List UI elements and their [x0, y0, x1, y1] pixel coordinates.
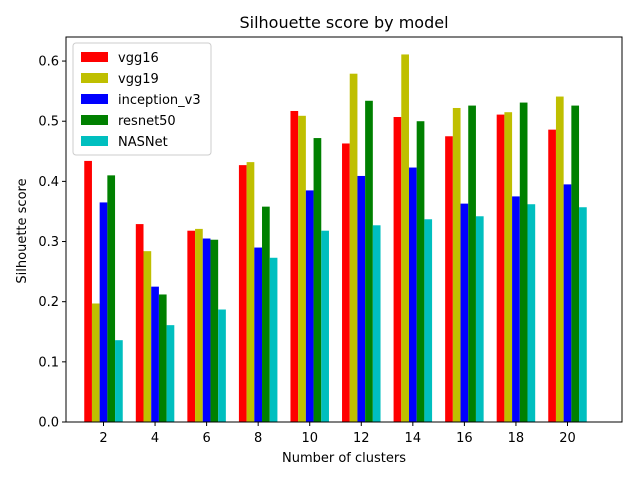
x-tick-label: 12 — [353, 431, 370, 446]
bar-vgg16-2 — [84, 160, 92, 423]
bar-resnet50-6 — [210, 239, 219, 422]
bar-vgg16-20 — [548, 129, 556, 422]
bar-vgg19-16 — [452, 107, 461, 422]
bar-vgg19-14 — [401, 54, 409, 422]
y-tick-label: 0.4 — [38, 175, 59, 190]
legend-label-vgg16: vgg16 — [118, 51, 159, 66]
bar-vgg19-10 — [298, 115, 306, 423]
bar-resnet50-14 — [416, 121, 425, 422]
bar-NASNet-18 — [527, 204, 536, 422]
bar-NASNet-8 — [269, 257, 278, 422]
bar-resnet50-4 — [158, 294, 167, 422]
bar-NASNet-2 — [115, 340, 123, 422]
x-tick-label: 10 — [301, 431, 318, 446]
bar-vgg16-10 — [290, 110, 299, 423]
bar-vgg16-4 — [135, 224, 144, 422]
bar-resnet50-8 — [262, 206, 270, 422]
x-tick-label: 2 — [99, 431, 107, 446]
legend-swatch-NASNet — [81, 136, 108, 146]
y-tick-label: 0.3 — [38, 235, 59, 250]
legend-swatch-vgg19 — [81, 73, 108, 83]
bar-vgg19-18 — [504, 112, 513, 422]
y-tick-label: 0.1 — [38, 355, 59, 370]
legend-label-NASNet: NASNet — [118, 135, 168, 150]
bar-resnet50-16 — [468, 105, 476, 422]
bar-vgg16-18 — [496, 114, 505, 422]
bar-vgg19-6 — [195, 228, 203, 422]
x-axis-label: Number of clusters — [282, 451, 406, 466]
legend-swatch-vgg16 — [81, 52, 108, 62]
bar-vgg16-16 — [445, 136, 453, 422]
y-axis-label: Silhouette score — [15, 178, 30, 283]
legend-label-inception_v3: inception_v3 — [118, 93, 201, 108]
bar-vgg16-6 — [187, 230, 196, 422]
bar-resnet50-2 — [107, 175, 116, 422]
x-tick-label: 16 — [456, 431, 473, 446]
bar-inception_v3-12 — [357, 175, 366, 422]
legend-swatch-inception_v3 — [81, 94, 108, 104]
y-tick-label: 0.2 — [38, 295, 59, 310]
bars-layer — [84, 54, 587, 423]
bar-vgg16-12 — [342, 143, 350, 423]
y-tick-label: 0.6 — [38, 55, 59, 70]
bar-vgg16-8 — [238, 165, 247, 422]
axes-layer: 0.0 0.1 0.2 0.3 0.4 0.5 0.6 2 4 6 8 10 12 14 16 18 20 — [38, 36, 623, 446]
legend-swatch-resnet50 — [81, 115, 108, 125]
x-tick-label: 8 — [254, 431, 262, 446]
legend: vgg16 vgg19 inception_v3 resnet50 NASNet — [72, 42, 212, 156]
x-tick-label: 18 — [508, 431, 525, 446]
legend-box — [72, 42, 212, 156]
bar-NASNet-4 — [166, 325, 175, 422]
chart-title: Silhouette score by model — [239, 13, 448, 32]
bar-resnet50-18 — [519, 102, 528, 422]
bar-vgg19-20 — [555, 96, 564, 423]
bar-inception_v3-8 — [254, 247, 263, 422]
bar-NASNet-6 — [218, 309, 226, 422]
bar-inception_v3-14 — [408, 167, 417, 422]
bar-vgg19-12 — [349, 73, 358, 422]
bar-NASNet-10 — [321, 230, 329, 422]
bar-inception_v3-2 — [99, 202, 108, 422]
bar-inception_v3-18 — [512, 196, 520, 422]
bar-inception_v3-10 — [305, 190, 314, 422]
bar-vgg19-8 — [246, 162, 255, 423]
x-tick-label: 6 — [202, 431, 210, 446]
bar-NASNet-14 — [424, 219, 433, 422]
bar-vgg19-2 — [91, 303, 100, 422]
bar-NASNet-12 — [372, 225, 381, 422]
x-tick-label: 20 — [559, 431, 576, 446]
bar-inception_v3-16 — [460, 203, 469, 422]
bar-inception_v3-4 — [151, 286, 159, 422]
bar-vgg19-4 — [143, 251, 152, 422]
bar-inception_v3-20 — [563, 184, 572, 422]
bar-resnet50-10 — [313, 138, 322, 422]
bar-NASNet-16 — [475, 216, 484, 422]
bar-resnet50-20 — [571, 105, 580, 422]
bar-vgg16-14 — [393, 117, 402, 422]
y-tick-label: 0.5 — [38, 115, 59, 130]
plot-frame — [65, 36, 623, 423]
legend-label-resnet50: resnet50 — [118, 114, 176, 129]
legend-label-vgg19: vgg19 — [118, 72, 159, 87]
y-tick-label: 0.0 — [38, 416, 59, 431]
x-tick-label: 14 — [405, 431, 422, 446]
bar-inception_v3-6 — [202, 238, 211, 422]
bar-resnet50-12 — [365, 100, 373, 423]
bar-NASNet-20 — [579, 207, 587, 422]
x-tick-label: 4 — [151, 431, 159, 446]
